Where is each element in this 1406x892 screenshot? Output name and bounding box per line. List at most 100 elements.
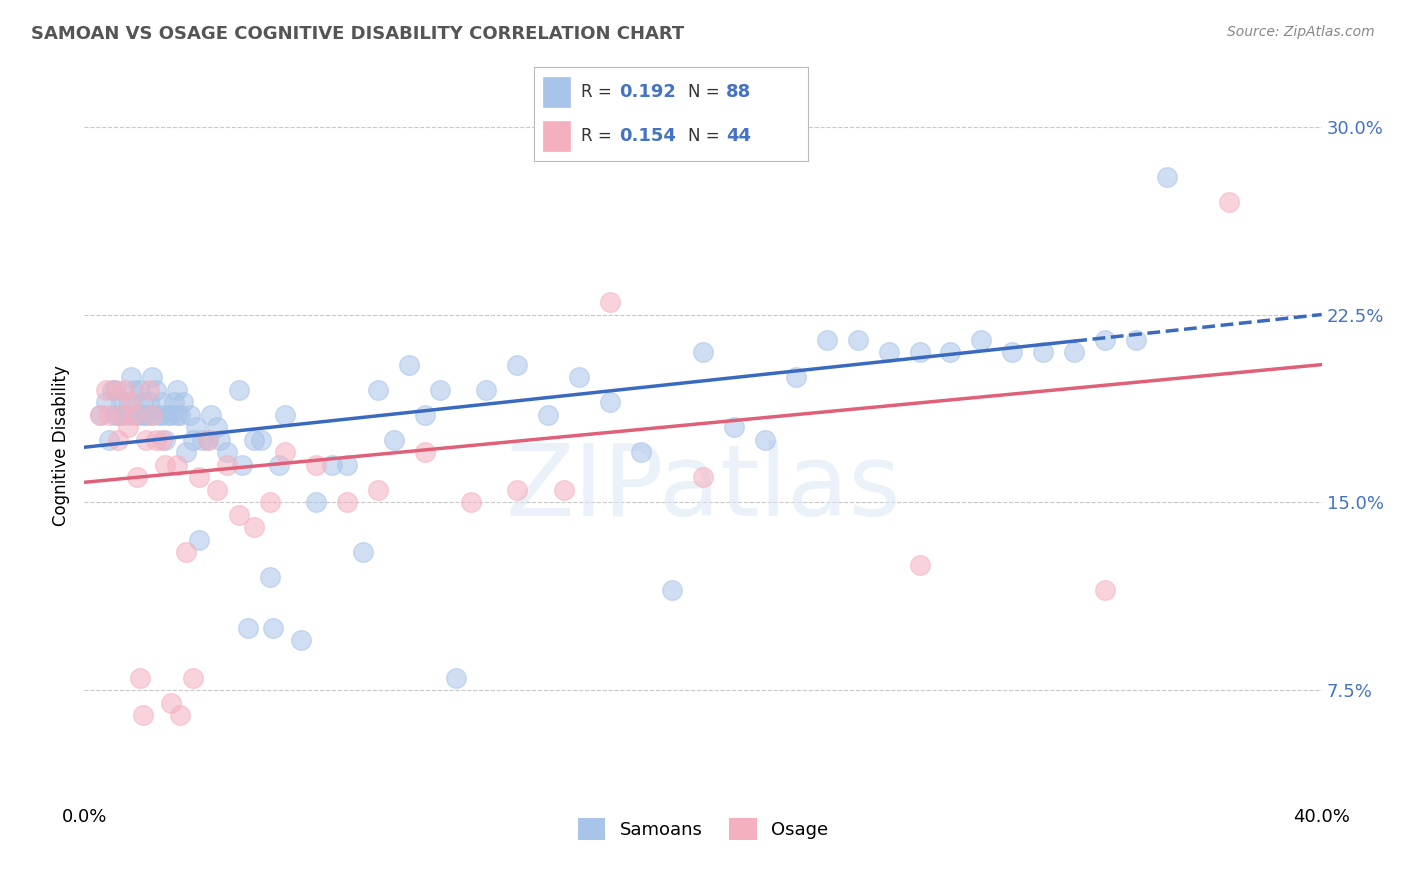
Point (336, 495, 359, 509)
Point (98, 408, 121, 422)
Point (1032, 345, 1054, 359)
Point (815, 333, 838, 347)
Point (120, 395, 142, 409)
Point (228, 383, 250, 397)
Point (120, 370, 142, 384)
Point (110, 408, 132, 422)
Point (1094, 333, 1116, 347)
Point (305, 458, 328, 472)
Point (129, 408, 152, 422)
Point (336, 458, 359, 472)
Point (197, 433, 219, 447)
Point (129, 671, 152, 685)
Text: 0.192: 0.192 (619, 83, 676, 101)
Point (150, 395, 173, 409)
Point (125, 408, 148, 422)
Point (553, 483, 575, 497)
Point (166, 408, 188, 422)
Point (166, 458, 188, 472)
Point (132, 708, 155, 723)
Text: ZIPatlas: ZIPatlas (505, 441, 901, 537)
Text: N =: N = (688, 83, 724, 101)
Text: R =: R = (581, 83, 617, 101)
Point (160, 696, 183, 710)
Point (172, 395, 194, 409)
Point (692, 470, 714, 484)
Point (661, 582, 683, 597)
Point (599, 295, 621, 310)
Point (153, 458, 176, 472)
Point (243, 433, 266, 447)
Point (444, 671, 467, 685)
Point (1063, 345, 1085, 359)
Point (187, 470, 209, 484)
Point (269, 458, 291, 472)
FancyBboxPatch shape (543, 78, 569, 107)
Point (475, 383, 498, 397)
Point (181, 671, 204, 685)
Point (785, 370, 807, 384)
Y-axis label: Cognitive Disability: Cognitive Disability (52, 366, 70, 526)
Point (148, 408, 170, 422)
Text: 88: 88 (725, 83, 751, 101)
Point (150, 433, 173, 447)
Point (262, 621, 284, 635)
Point (1001, 345, 1024, 359)
Point (599, 395, 621, 409)
Point (506, 358, 529, 372)
Point (107, 433, 129, 447)
Point (132, 395, 155, 409)
Point (176, 445, 198, 459)
Point (117, 395, 139, 409)
Point (135, 433, 157, 447)
Point (176, 545, 198, 559)
Point (200, 408, 222, 422)
Point (197, 433, 219, 447)
Point (114, 408, 136, 422)
Point (187, 533, 209, 547)
Point (141, 370, 163, 384)
FancyBboxPatch shape (543, 121, 569, 152)
Legend: Samoans, Osage: Samoans, Osage (571, 811, 835, 847)
Point (908, 345, 931, 359)
Point (150, 408, 173, 422)
Point (274, 445, 297, 459)
Point (568, 370, 591, 384)
Text: Source: ZipAtlas.com: Source: ZipAtlas.com (1227, 25, 1375, 39)
Point (104, 383, 127, 397)
Point (398, 358, 420, 372)
Text: 44: 44 (725, 128, 751, 145)
Point (156, 408, 179, 422)
Point (101, 383, 124, 397)
Point (125, 470, 148, 484)
Point (630, 445, 652, 459)
Point (122, 383, 145, 397)
Point (723, 420, 745, 434)
Point (153, 433, 176, 447)
Point (846, 333, 869, 347)
Point (692, 345, 714, 359)
Point (135, 408, 157, 422)
Point (1125, 333, 1147, 347)
Point (114, 383, 136, 397)
Point (138, 383, 160, 397)
Point (122, 408, 145, 422)
Point (352, 545, 374, 559)
Point (243, 520, 266, 534)
Point (169, 408, 191, 422)
Text: SAMOAN VS OSAGE COGNITIVE DISABILITY CORRELATION CHART: SAMOAN VS OSAGE COGNITIVE DISABILITY COR… (31, 25, 685, 43)
Point (215, 458, 238, 472)
Point (754, 433, 776, 447)
Point (238, 621, 260, 635)
Point (228, 508, 250, 522)
Point (207, 483, 229, 497)
Point (184, 420, 207, 434)
Point (191, 433, 214, 447)
Point (290, 633, 312, 648)
Point (207, 420, 229, 434)
Point (537, 408, 560, 422)
Text: N =: N = (688, 128, 724, 145)
Point (129, 383, 152, 397)
Point (179, 408, 201, 422)
Point (877, 345, 900, 359)
